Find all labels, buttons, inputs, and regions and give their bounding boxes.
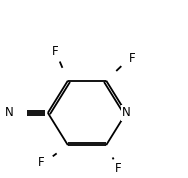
Text: F: F <box>115 162 122 175</box>
Text: N: N <box>5 106 14 119</box>
Text: F: F <box>38 156 44 169</box>
Text: N: N <box>122 106 131 119</box>
Text: F: F <box>52 45 59 58</box>
Text: F: F <box>129 52 136 65</box>
